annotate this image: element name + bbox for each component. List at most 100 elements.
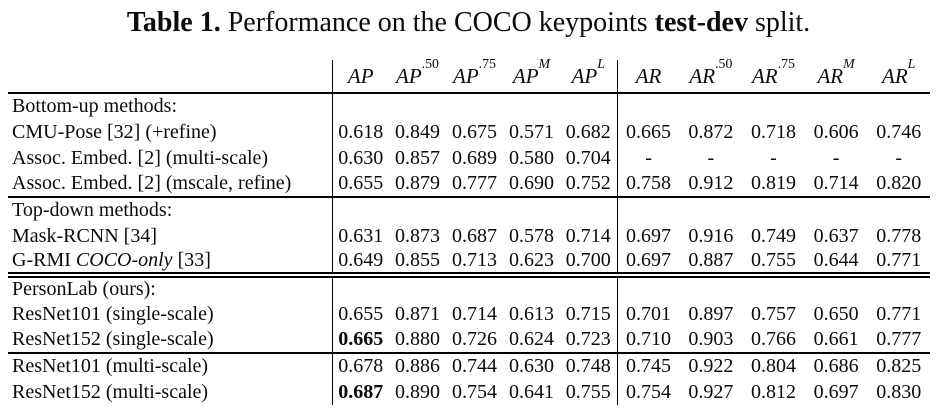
metric-value: 0.766	[750, 328, 796, 350]
method-label: Assoc. Embed. [2] (multi-scale)	[8, 145, 332, 171]
metric-superscript: .50	[715, 56, 733, 72]
metric-value: 0.916	[688, 224, 734, 247]
caption-table-number: Table 1.	[126, 7, 228, 38]
metric-value: 0.618	[331, 119, 389, 145]
metric-value: 0.752	[565, 172, 611, 194]
metric-value: 0.849	[395, 120, 440, 143]
metric-value: -	[832, 146, 840, 169]
metric-value: 0.886	[395, 355, 440, 377]
metric-value: 0.690	[509, 172, 554, 194]
metric-value: 0.571	[509, 120, 554, 143]
method-row: ResNet101 (multi-scale) 0.678 0.886 0.744 0.…	[8, 353, 930, 379]
metric-value: 0.623	[509, 249, 554, 271]
label-text: [33]	[172, 249, 211, 271]
caption-suffix: split.	[747, 7, 811, 38]
metric-superscript: M	[843, 56, 855, 72]
metric-value: 0.872	[688, 120, 734, 143]
metric-value: 0.754	[452, 380, 497, 403]
metric-value: 0.701	[616, 301, 680, 327]
method-label: Mask-RCNN [34]	[8, 223, 332, 249]
label-text: ResNet152 (single-scale)	[12, 328, 214, 350]
metric-value	[446, 93, 503, 119]
metric-value: 0.757	[750, 302, 796, 325]
metric-value: 0.714	[813, 172, 859, 194]
metric-value	[805, 93, 868, 119]
section-header-row: Top-down methods:	[8, 197, 930, 223]
method-row: Assoc. Embed. [2] (multi-scale) 0.630 0.85…	[8, 145, 930, 171]
section-label: Top-down methods:	[8, 197, 332, 223]
metric-value	[680, 275, 743, 301]
metric-value: 0.697	[616, 223, 680, 249]
method-label: ResNet101 (multi-scale)	[8, 353, 332, 379]
metric-value: 0.715	[565, 302, 611, 325]
metric-name: AR	[635, 63, 662, 88]
metric-value: 0.927	[688, 380, 734, 403]
metric-value	[742, 197, 805, 223]
metric-value: 0.855	[395, 249, 440, 271]
metric-value: 0.857	[395, 146, 440, 169]
method-row: ResNet152 (multi-scale) 0.687 0.890 0.754 0.…	[8, 379, 930, 405]
metric-value: 0.825	[876, 355, 922, 377]
metric-value: 0.749	[750, 224, 796, 247]
metric-value: 0.819	[750, 172, 796, 194]
column-header-ar-M: ARM	[805, 57, 868, 93]
method-row: ResNet152 (single-scale) 0.665 0.880 0.726 0…	[8, 327, 930, 353]
metric-value: 0.820	[876, 172, 922, 194]
metric-superscript: .75	[478, 56, 496, 72]
metric-value: 0.641	[509, 380, 554, 403]
metric-value: 0.700	[565, 249, 611, 271]
label-text: Assoc. Embed. [2] (multi-scale)	[12, 146, 269, 169]
metric-value: 0.682	[565, 120, 611, 143]
metric-value: 0.655	[331, 171, 389, 197]
metric-value: 0.665	[616, 119, 680, 145]
metric-name: AP	[512, 63, 539, 88]
header-row: AP AP.50 AP.75 APM APL AR AR.50 AR.75 ARM ARL	[8, 57, 930, 93]
metric-name: AP	[396, 63, 422, 88]
metric-value: 0.606	[813, 120, 859, 143]
metric-superscript: .75	[777, 56, 795, 72]
metric-value: 0.812	[750, 380, 796, 403]
metric-value	[867, 93, 930, 119]
metric-value: 0.650	[813, 302, 859, 325]
metric-value: 0.922	[688, 355, 734, 377]
method-label: CMU-Pose [32] (+refine)	[8, 119, 332, 145]
column-header-ar-75: AR.75	[742, 57, 805, 93]
metric-value: 0.661	[813, 328, 859, 350]
metric-superscript: L	[597, 56, 605, 72]
label-text: Assoc. Embed. [2] (mscale, refine)	[12, 172, 292, 194]
metric-value: 0.613	[509, 302, 554, 325]
metric-value: 0.726	[452, 328, 497, 350]
column-header-ar: AR	[616, 60, 680, 93]
label-text: Mask-RCNN [34]	[12, 224, 157, 247]
metric-value	[503, 275, 560, 301]
metric-value	[805, 197, 868, 223]
metric-superscript: .50	[421, 56, 439, 72]
label-text: ResNet152 (multi-scale)	[12, 380, 209, 403]
metric-value: 0.890	[395, 380, 440, 403]
metric-value: 0.713	[452, 249, 497, 271]
metric-value: 0.746	[876, 120, 922, 143]
metric-value	[331, 93, 389, 119]
metric-value	[616, 197, 680, 223]
label-text: PersonLab (ours):	[12, 278, 156, 300]
metric-value: 0.714	[565, 224, 611, 247]
metric-value: 0.755	[750, 249, 796, 271]
metric-value: 0.624	[509, 328, 554, 350]
method-row: G-RMI COCO-only [33] 0.649 0.855 0.713 0.623…	[8, 249, 930, 275]
label-text: G-RMI	[12, 249, 76, 271]
metric-value	[503, 197, 560, 223]
metric-superscript: L	[907, 56, 916, 72]
metric-value	[389, 275, 446, 301]
table-caption: Table 1. Performance on the COCO keypoin…	[0, 7, 937, 39]
column-header-ap-50: AP.50	[389, 57, 446, 93]
metric-value: 0.580	[509, 146, 554, 169]
section-label: Bottom-up methods:	[8, 93, 332, 119]
label-text: COCO-only	[75, 249, 173, 271]
method-row: Mask-RCNN [34] 0.631 0.873 0.687 0.578 0.714 0…	[8, 223, 930, 249]
method-label: ResNet152 (single-scale)	[8, 327, 332, 353]
metric-value: 0.755	[565, 380, 611, 403]
metric-value: 0.887	[688, 249, 734, 271]
metric-value	[867, 197, 930, 223]
metric-value: 0.697	[616, 249, 680, 275]
method-label: Assoc. Embed. [2] (mscale, refine)	[8, 171, 332, 197]
